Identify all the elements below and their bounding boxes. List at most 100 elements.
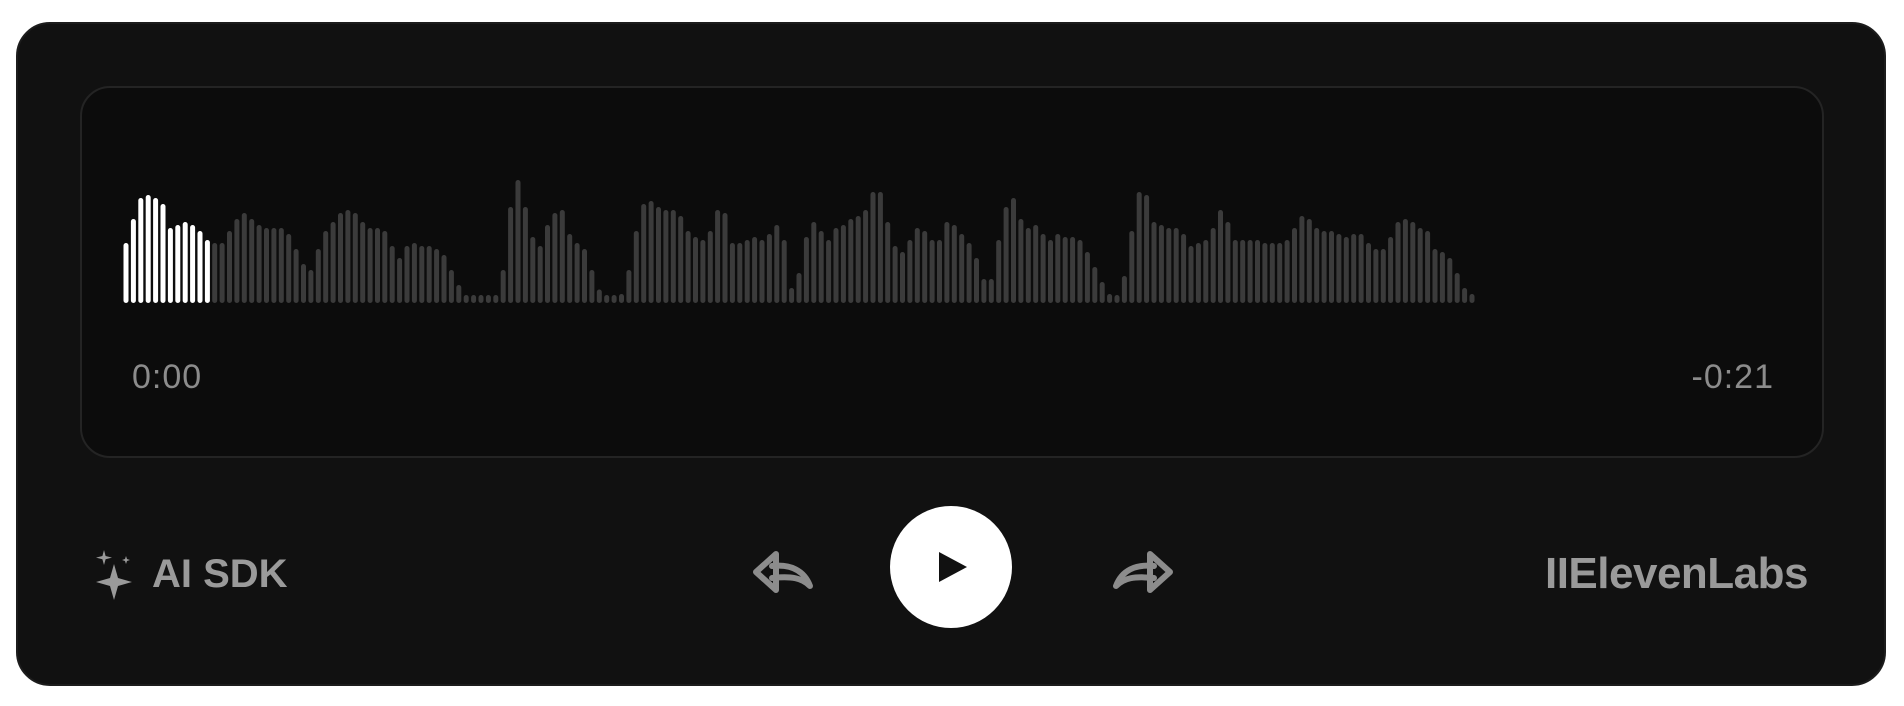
elevenlabs-logo: IIElevenLabs	[1544, 549, 1809, 598]
waveform-bar	[1158, 225, 1164, 303]
forward-button[interactable]	[1106, 538, 1178, 610]
waveform-bar	[1003, 207, 1009, 303]
waveform-bar	[426, 246, 432, 303]
waveform-bar	[1040, 234, 1046, 303]
waveform-bar	[988, 279, 994, 303]
waveform-bar	[315, 249, 321, 303]
waveform-bar	[397, 258, 403, 303]
waveform-bar	[1011, 198, 1016, 303]
play-button[interactable]	[890, 506, 1012, 628]
rewind-button[interactable]	[748, 538, 820, 610]
waveform-bar	[1210, 228, 1216, 303]
waveform-bar	[1151, 222, 1157, 303]
ai-sdk-label: AI SDK	[152, 551, 288, 596]
waveform-bar	[485, 295, 491, 303]
waveform-bar	[951, 225, 957, 303]
waveform-bar	[1099, 282, 1105, 303]
waveform-bar	[1240, 240, 1246, 303]
waveform-bar	[929, 240, 935, 303]
waveform-bar	[1136, 192, 1142, 303]
waveform-bar	[330, 222, 336, 303]
waveform-bar	[648, 201, 654, 303]
waveform-bar-played	[160, 204, 166, 303]
waveform-bar	[1166, 228, 1172, 303]
waveform-bar	[870, 192, 876, 303]
waveform-bar	[596, 289, 602, 303]
waveform-bar	[522, 207, 528, 303]
waveform-bar	[715, 210, 721, 303]
waveform-bar	[1114, 295, 1120, 303]
waveform-bar	[1121, 276, 1127, 303]
waveform-bar	[308, 270, 314, 303]
waveform-bar	[375, 228, 380, 303]
waveform-bar	[404, 246, 410, 303]
waveform-bar	[1373, 249, 1379, 303]
waveform-bar-played	[190, 225, 196, 303]
waveform-bar	[863, 210, 869, 303]
waveform-bar	[1232, 240, 1238, 303]
waveform-bar-played	[197, 231, 203, 303]
waveform-bar	[759, 240, 765, 303]
waveform-bar	[670, 210, 676, 303]
waveform-bar	[1469, 294, 1475, 303]
waveform-bar	[545, 225, 550, 303]
waveform-bar	[1351, 234, 1357, 303]
waveform-bar	[663, 210, 669, 303]
waveform-bar	[382, 231, 388, 303]
waveform-bar	[1055, 234, 1061, 303]
waveform-bar	[981, 279, 987, 303]
waveform-bar	[559, 210, 565, 303]
ai-sdk-brand: AI SDK	[94, 544, 288, 604]
audio-player-card: 0:00 -0:21 AI SDK IIElevenLabs	[16, 22, 1886, 686]
waveform-bar	[463, 295, 469, 303]
waveform-bar	[1462, 288, 1468, 303]
waveform-bar	[227, 231, 232, 303]
waveform-bar	[1299, 216, 1305, 303]
waveform-bar	[1033, 225, 1039, 303]
waveform-bar	[301, 264, 306, 303]
waveform-bar	[411, 243, 417, 303]
waveform-bar	[271, 228, 277, 303]
waveform-bar	[656, 207, 661, 303]
waveform-bar	[833, 228, 839, 303]
waveform-panel: 0:00 -0:21	[80, 86, 1824, 458]
waveform-bar	[1225, 222, 1231, 303]
waveform-bar	[1195, 243, 1201, 303]
waveform-scrubber[interactable]	[82, 88, 1826, 348]
waveform-bar	[574, 243, 580, 303]
waveform-bar	[264, 228, 269, 303]
waveform-bar	[885, 222, 891, 303]
waveform-bar	[552, 213, 558, 303]
waveform-bar	[1262, 243, 1268, 303]
waveform-bar	[1025, 228, 1031, 303]
waveform-bar	[729, 243, 735, 303]
waveform-bar	[892, 246, 898, 303]
waveform-bar	[1454, 273, 1460, 303]
waveform-bar	[789, 288, 795, 303]
waveform-bar	[937, 240, 942, 303]
waveform-bar-played	[182, 222, 188, 303]
waveform-bar	[360, 222, 366, 303]
waveform-bar	[508, 207, 514, 303]
waveform-bar	[1181, 234, 1187, 303]
waveform-bar	[626, 270, 632, 303]
waveform-bar	[693, 237, 698, 303]
waveform-bar	[530, 237, 536, 303]
waveform-bar	[1395, 222, 1401, 303]
waveform-bar	[855, 216, 861, 303]
waveform-bar	[685, 231, 691, 303]
waveform-bar	[293, 249, 299, 303]
waveform-bar	[1388, 237, 1394, 303]
waveform-bar	[567, 234, 573, 303]
waveform-bar	[493, 295, 499, 303]
waveform-bar	[974, 258, 979, 303]
waveform-bar	[1358, 234, 1364, 303]
waveform-bar	[278, 228, 284, 303]
waveform-bar-played	[123, 243, 129, 303]
waveform-bar	[678, 216, 684, 303]
waveform-bar	[744, 240, 750, 303]
waveform-bar	[1203, 240, 1209, 303]
waveform-bar	[914, 228, 920, 303]
waveform-bar	[582, 249, 587, 303]
play-icon	[939, 552, 967, 582]
